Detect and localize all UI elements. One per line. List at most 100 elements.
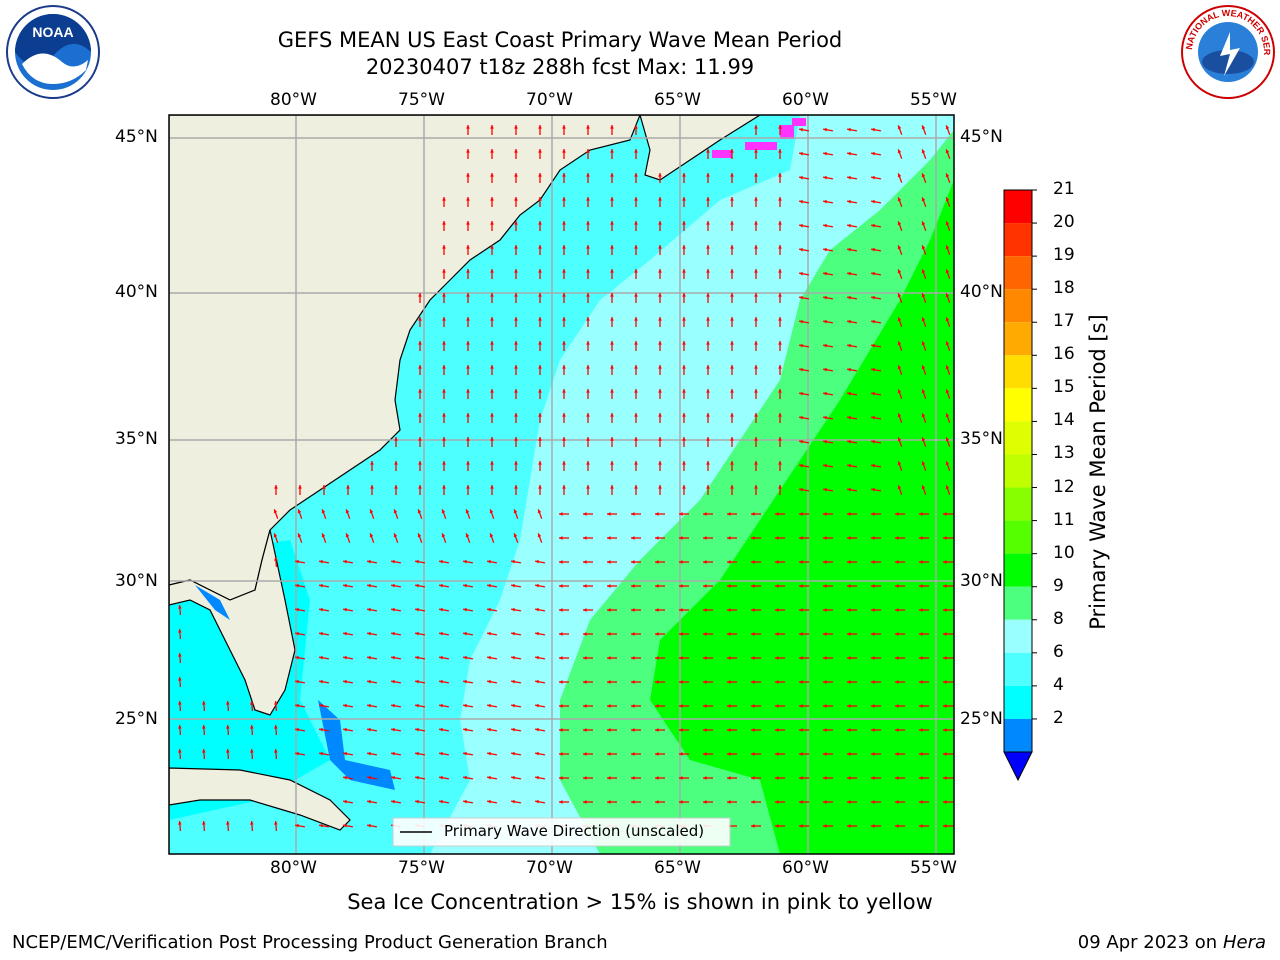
- wave-arrow-head: [655, 584, 659, 588]
- colorbar: [1003, 189, 1037, 782]
- wave-arrow-head: [703, 656, 707, 660]
- wave-arrow-head: [562, 293, 566, 297]
- wave-arrow-head: [367, 751, 371, 756]
- wave-arrow-head: [945, 389, 950, 394]
- wave-arrow-head: [610, 365, 614, 369]
- wave-arrow-head: [823, 415, 827, 420]
- wave-arrow-head: [945, 269, 950, 274]
- wave-arrow-head: [559, 728, 563, 732]
- wave-arrow-head: [538, 293, 542, 297]
- wave-arrow-head: [921, 245, 926, 250]
- wave-arrow-head: [441, 533, 446, 538]
- wave-arrow-head: [511, 799, 515, 804]
- wave-arrow-head: [871, 680, 875, 684]
- wave-arrow-head: [463, 583, 467, 588]
- wave-arrow-head: [945, 365, 950, 370]
- wave-arrow-head: [319, 655, 323, 660]
- wave-arrow-head: [367, 607, 371, 612]
- wave-arrow-head: [658, 197, 662, 201]
- wave-arrow-head: [871, 728, 875, 732]
- colorbar-tick-label: 2: [1053, 707, 1064, 728]
- wave-arrow-head: [391, 607, 395, 612]
- wave-arrow-head: [586, 365, 590, 369]
- wave-arrow-head: [847, 512, 851, 516]
- wave-arrow-head: [463, 559, 467, 564]
- wave-arrow-head: [919, 752, 923, 756]
- wave-arrow-head: [751, 536, 755, 540]
- wave-arrow-head: [847, 632, 851, 636]
- wave-arrow-head: [778, 221, 782, 225]
- wave-arrow-head: [778, 197, 782, 201]
- wave-arrow-head: [730, 245, 734, 249]
- wave-arrow-head: [679, 680, 683, 684]
- wave-arrow-head: [586, 197, 590, 201]
- wave-arrow-head: [871, 271, 875, 276]
- wave-arrow-head: [295, 751, 299, 756]
- wave-arrow-head: [706, 293, 710, 297]
- colorbar-swatch: [1004, 685, 1032, 719]
- wave-arrow-head: [394, 437, 398, 441]
- wave-arrow-head: [775, 584, 779, 588]
- wave-arrow-head: [250, 821, 254, 825]
- wave-arrow-head: [370, 485, 374, 489]
- wave-arrow-head: [417, 509, 422, 514]
- wave-arrow-head: [343, 679, 347, 684]
- lon-label-top: 75°W: [398, 90, 445, 110]
- wave-arrow-head: [943, 656, 947, 660]
- wave-arrow-head: [343, 799, 347, 804]
- wave-arrow-head: [607, 752, 611, 756]
- colorbar-swatch: [1004, 388, 1032, 422]
- wave-arrow-head: [679, 800, 683, 804]
- wave-arrow-head: [490, 221, 494, 225]
- wave-arrow-head: [871, 536, 875, 540]
- wave-arrow-head: [535, 775, 539, 780]
- wave-arrow-head: [778, 413, 782, 417]
- land-florida: [169, 529, 296, 716]
- svg-text:NOAA: NOAA: [32, 24, 73, 40]
- wave-arrow-head: [343, 583, 347, 588]
- wave-arrow-head: [706, 389, 710, 393]
- wave-arrow-head: [751, 728, 755, 732]
- wave-arrow-head: [466, 173, 470, 177]
- wave-arrow-head: [463, 631, 467, 636]
- wave-arrow-head: [583, 608, 587, 612]
- wave-arrow-head: [586, 341, 590, 345]
- wave-arrow-head: [823, 656, 827, 660]
- wave-arrow-head: [703, 800, 707, 804]
- wave-arrow-head: [775, 680, 779, 684]
- wave-arrow-head: [730, 437, 734, 441]
- lat-label-left: 45°N: [115, 127, 158, 147]
- wave-arrow-head: [511, 727, 515, 732]
- wave-arrow-head: [634, 317, 638, 321]
- wave-arrow-head: [631, 704, 635, 708]
- wave-arrow-head: [895, 608, 899, 612]
- wave-arrow-head: [682, 485, 686, 489]
- wave-arrow-head: [274, 821, 278, 825]
- wave-arrow-head: [823, 824, 827, 828]
- wave-arrow-head: [535, 727, 539, 732]
- colorbar-tick-label: 8: [1053, 608, 1064, 629]
- wave-arrow-head: [823, 487, 827, 492]
- wave-arrow-head: [655, 800, 659, 804]
- wave-arrow-head: [343, 823, 347, 828]
- wave-arrow-head: [610, 413, 614, 417]
- wave-arrow-head: [634, 413, 638, 417]
- nws-logo: NATIONAL WEATHER SERVICE: [1177, 0, 1276, 100]
- wave-arrow-head: [607, 608, 611, 612]
- wave-arrow-head: [799, 367, 803, 372]
- wave-arrow-head: [727, 800, 731, 804]
- wave-arrow-head: [847, 608, 851, 612]
- wave-arrow-head: [514, 269, 518, 273]
- colorbar-extension: [1003, 751, 1033, 782]
- wave-arrow-head: [634, 269, 638, 273]
- wave-arrow-head: [778, 269, 782, 273]
- wave-arrow-head: [321, 533, 326, 538]
- colorbar-swatch: [1004, 190, 1032, 224]
- wave-arrow-head: [535, 655, 539, 660]
- wave-arrow-head: [655, 608, 659, 612]
- wave-arrow-head: [319, 631, 323, 636]
- wave-arrow-head: [706, 437, 710, 441]
- wave-arrow-head: [631, 536, 635, 540]
- wave-arrow-head: [823, 752, 827, 756]
- wave-arrow-head: [871, 800, 875, 804]
